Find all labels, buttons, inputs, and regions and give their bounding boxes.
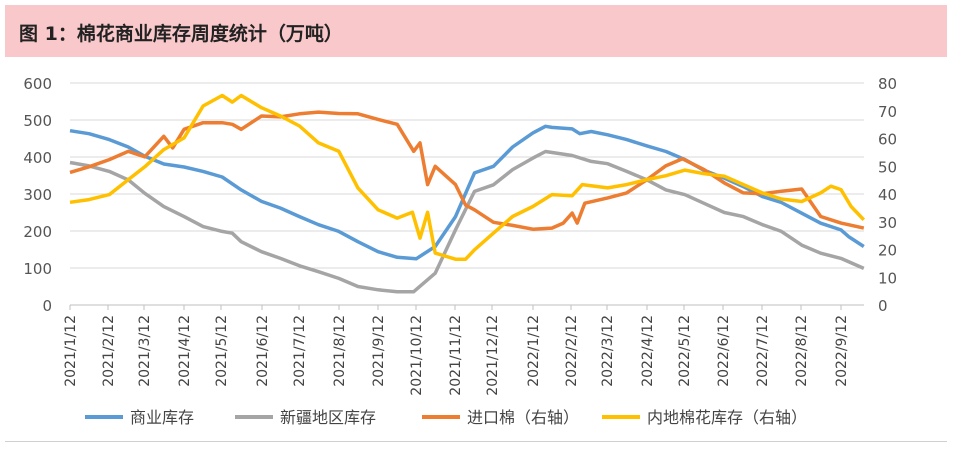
chart-title: 图 1：棉花商业库存周度统计（万吨） bbox=[19, 23, 343, 45]
legend-label: 内地棉花库存（右轴） bbox=[647, 408, 807, 427]
x-tick-label: 2022/7/12 bbox=[755, 315, 771, 387]
y-right-tick-label: 0 bbox=[878, 297, 888, 315]
y-left-tick-label: 400 bbox=[23, 149, 52, 167]
y-right-tick-label: 20 bbox=[878, 242, 897, 260]
y-right-tick-label: 10 bbox=[878, 269, 897, 287]
x-tick-label: 2021/1/12 bbox=[63, 315, 79, 387]
x-tick-label: 2022/6/12 bbox=[716, 315, 732, 387]
y-right-tick-label: 70 bbox=[878, 103, 897, 121]
y-left-tick-label: 200 bbox=[23, 223, 52, 241]
x-tick-label: 2022/4/12 bbox=[640, 315, 656, 387]
y-left-tick-label: 100 bbox=[23, 260, 52, 278]
legend-label: 进口棉（右轴） bbox=[467, 408, 579, 427]
x-tick-label: 2021/5/12 bbox=[214, 315, 230, 387]
x-tick-label: 2022/2/12 bbox=[564, 315, 580, 387]
x-tick-label: 2021/8/12 bbox=[332, 315, 348, 387]
x-tick-label: 2021/12/12 bbox=[485, 315, 501, 396]
x-tick-label: 2022/3/12 bbox=[600, 315, 616, 387]
series-line-4 bbox=[69, 93, 866, 261]
y-left-tick-label: 500 bbox=[23, 112, 52, 130]
x-tick-label: 2022/8/12 bbox=[794, 315, 810, 387]
y-right-tick-label: 50 bbox=[878, 158, 897, 176]
x-tick-label: 2021/11/12 bbox=[448, 315, 464, 396]
y-right-tick-label: 30 bbox=[878, 214, 897, 232]
bottom-divider bbox=[5, 441, 947, 442]
x-tick-label: 2022/1/12 bbox=[526, 315, 542, 387]
y-left-tick-label: 600 bbox=[23, 75, 52, 93]
y-left-tick-label: 0 bbox=[42, 297, 52, 315]
y-right-tick-label: 40 bbox=[878, 186, 897, 204]
x-tick-label: 2021/7/12 bbox=[292, 315, 308, 387]
x-tick-label: 2021/2/12 bbox=[101, 315, 117, 387]
x-tick-label: 2021/9/12 bbox=[371, 315, 387, 387]
legend-label: 商业库存 bbox=[130, 408, 194, 427]
y-left-tick-label: 300 bbox=[23, 186, 52, 204]
y-right-tick-label: 80 bbox=[878, 75, 897, 93]
x-tick-label: 2021/4/12 bbox=[177, 315, 193, 387]
title-bar: 图 1：棉花商业库存周度统计（万吨） bbox=[5, 5, 947, 57]
series-line-1 bbox=[69, 124, 865, 261]
x-tick-label: 2022/9/12 bbox=[834, 315, 850, 387]
x-tick-label: 2021/3/12 bbox=[137, 315, 153, 387]
x-tick-label: 2022/5/12 bbox=[677, 315, 693, 387]
legend-label: 新疆地区库存 bbox=[280, 408, 376, 427]
x-tick-label: 2021/6/12 bbox=[255, 315, 271, 387]
y-right-tick-label: 60 bbox=[878, 131, 897, 149]
series-line-3 bbox=[69, 110, 865, 231]
x-tick-label: 2021/10/12 bbox=[409, 315, 425, 396]
series-line-2 bbox=[69, 149, 865, 294]
